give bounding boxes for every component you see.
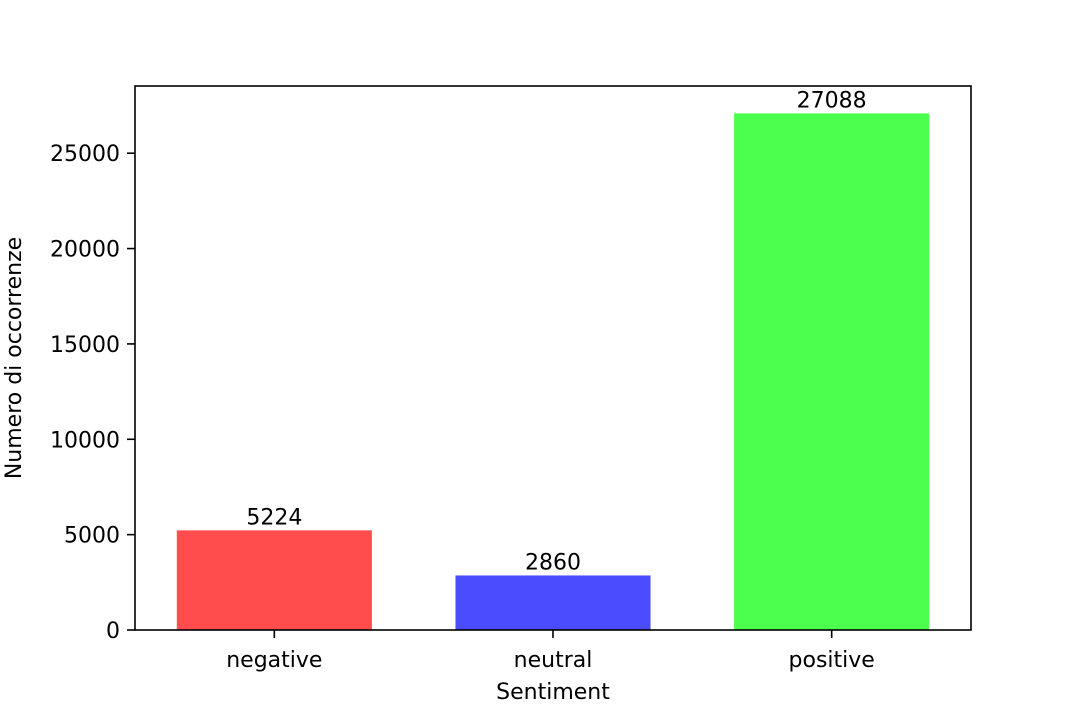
value-label-neutral: 2860 [525, 550, 581, 575]
y-tick-label-15000: 15000 [50, 333, 120, 358]
y-tick-label-20000: 20000 [50, 238, 120, 263]
value-label-negative: 5224 [246, 505, 302, 530]
y-tick-label-5000: 5000 [64, 524, 120, 549]
x-tick-label-negative: negative [226, 648, 322, 673]
x-tick-label-neutral: neutral [514, 648, 593, 673]
bar-neutral [455, 575, 651, 630]
x-axis: negative neutral positive [226, 630, 875, 673]
y-tick-label-10000: 10000 [50, 428, 120, 453]
y-axis: 0 5000 10000 15000 20000 25000 [50, 142, 135, 644]
value-label-positive: 27088 [797, 88, 867, 113]
value-labels-group: 5224 2860 27088 [246, 88, 866, 575]
y-tick-label-25000: 25000 [50, 142, 120, 167]
x-tick-label-positive: positive [789, 648, 875, 673]
bar-negative [176, 530, 372, 630]
y-axis-label: Numero di occorrenze [2, 237, 27, 479]
bar-positive [734, 113, 930, 630]
y-tick-label-0: 0 [106, 619, 120, 644]
x-axis-label: Sentiment [496, 680, 610, 705]
bars-group [176, 113, 930, 630]
